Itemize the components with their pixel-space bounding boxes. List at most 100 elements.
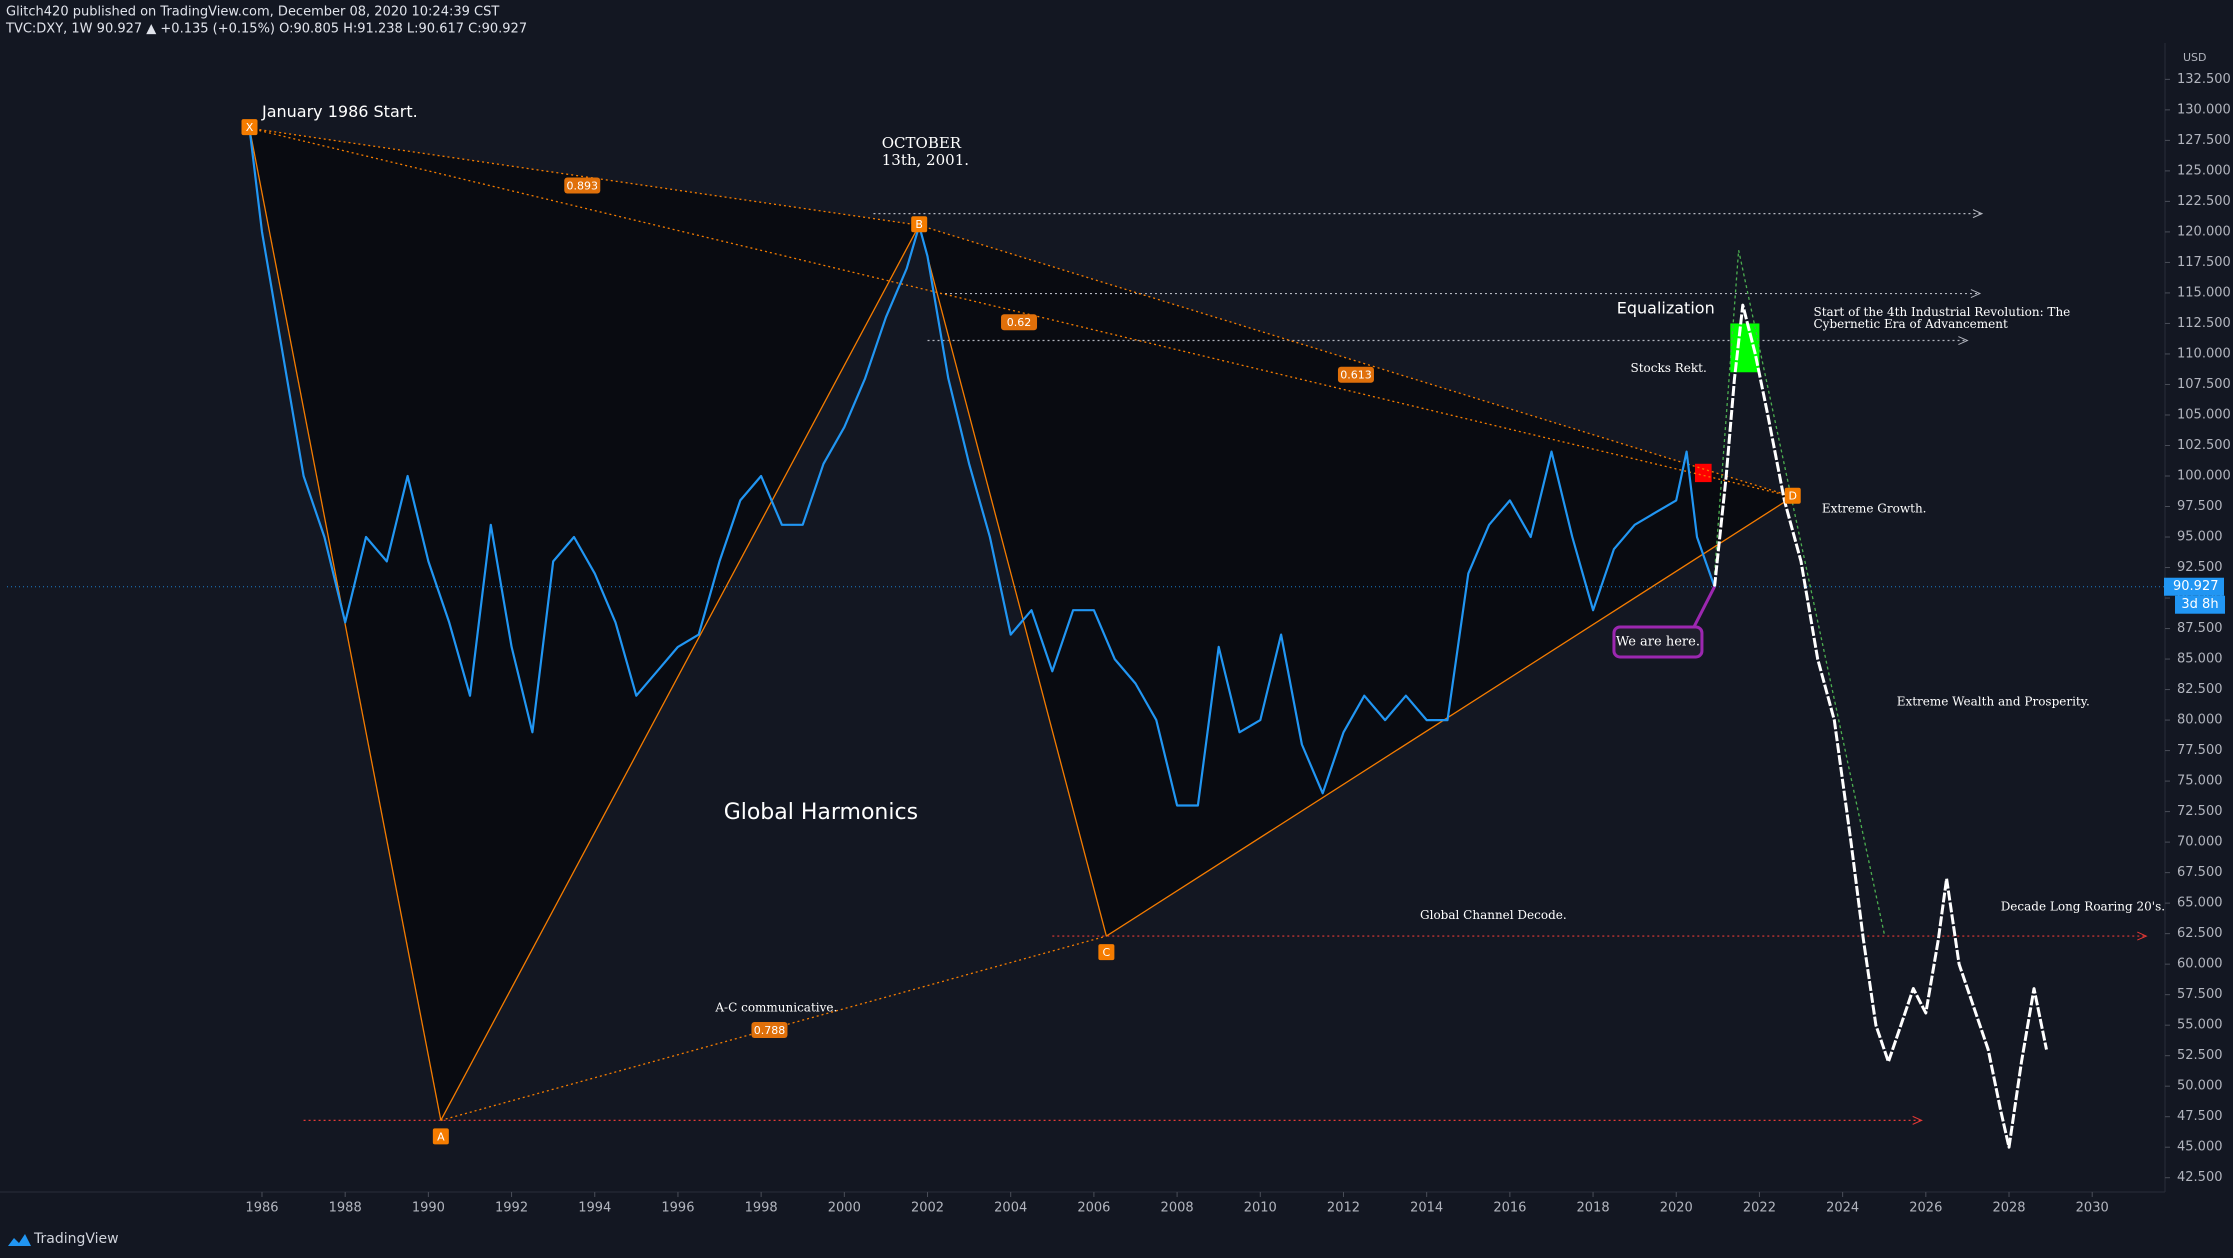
- y-tick-label: 110.000: [2177, 346, 2231, 361]
- annotation: Extreme Growth.: [1822, 501, 1927, 515]
- pattern-leg: [440, 224, 920, 1121]
- callout-label: We are here.: [1616, 634, 1700, 649]
- y-tick-label: 132.500: [2177, 72, 2231, 87]
- x-tick-label: 1990: [412, 1201, 445, 1216]
- y-tick-label: 60.000: [2177, 957, 2223, 972]
- ratio-label: 0.788: [754, 1024, 786, 1037]
- pattern-point: [432, 1128, 449, 1145]
- pattern-point: [241, 119, 258, 136]
- pattern-leg: [1106, 496, 1794, 937]
- annotation: January 1986 Start.: [261, 102, 418, 121]
- pattern-point-label: A: [437, 1130, 445, 1143]
- y-tick-label: 85.000: [2177, 652, 2223, 667]
- annotation: 13th, 2001.: [882, 151, 969, 169]
- x-tick-label: 2018: [1577, 1201, 1610, 1216]
- chart-title: Global Harmonics: [724, 800, 918, 825]
- callout-pointer: [1692, 586, 1716, 628]
- pattern-point-label: D: [1788, 490, 1796, 503]
- x-tick-label: 1986: [245, 1201, 278, 1216]
- y-tick-label: 97.500: [2177, 499, 2223, 514]
- callout-box: [1612, 625, 1704, 659]
- y-tick-label: 45.000: [2177, 1140, 2223, 1155]
- pattern-point-label: C: [1103, 946, 1111, 959]
- guide: [1713, 250, 1885, 934]
- y-tick-label: 55.000: [2177, 1018, 2223, 1033]
- annotation: Stocks Rekt.: [1630, 361, 1706, 375]
- annotation: OCTOBER: [882, 134, 962, 152]
- level-arrow: [1958, 336, 1969, 345]
- ratio-box: [751, 1022, 788, 1039]
- y-tick-label: 82.500: [2177, 682, 2223, 697]
- y-tick-label: 107.500: [2177, 377, 2231, 392]
- x-tick-label: 1992: [495, 1201, 528, 1216]
- zone: [1694, 463, 1712, 483]
- ratio-label: 0.62: [1007, 316, 1032, 329]
- level-arrow: [1912, 1115, 1923, 1125]
- x-tick-label: 2002: [911, 1201, 944, 1216]
- y-tick-label: 70.000: [2177, 835, 2223, 850]
- y-tick-label: 112.500: [2177, 316, 2231, 331]
- ratio-box: [1001, 314, 1038, 331]
- footer-brand: TradingView: [33, 1231, 119, 1247]
- annotation: Global Channel Decode.: [1420, 908, 1567, 922]
- y-tick-label: 72.500: [2177, 804, 2223, 819]
- x-tick-label: 2006: [1077, 1201, 1110, 1216]
- y-tick-label: 50.000: [2177, 1079, 2223, 1094]
- y-tick-label: 42.500: [2177, 1170, 2223, 1185]
- x-tick-label: 1994: [578, 1201, 611, 1216]
- y-tick-label: 95.000: [2177, 530, 2223, 545]
- last-price-box: [2164, 577, 2224, 596]
- pattern-point: [1098, 944, 1115, 961]
- y-tick-label: 130.000: [2177, 102, 2231, 117]
- pattern-point: [911, 216, 928, 233]
- last-price-label: 90.927: [2173, 579, 2219, 594]
- y-tick-label: 67.500: [2177, 865, 2223, 880]
- x-tick-label: 2012: [1327, 1201, 1360, 1216]
- y-tick-label: 52.500: [2177, 1048, 2223, 1063]
- logo: [8, 1234, 31, 1246]
- ratio-box: [1337, 366, 1374, 383]
- currency-label: USD: [2183, 51, 2207, 64]
- ratio-label: 0.613: [1340, 369, 1372, 382]
- y-tick-label: 115.000: [2177, 285, 2231, 300]
- ratio-box: [564, 177, 601, 194]
- x-tick-label: 2008: [1161, 1201, 1194, 1216]
- pattern-point-label: X: [246, 121, 254, 134]
- y-tick-label: 100.000: [2177, 468, 2231, 483]
- x-tick-label: 2028: [1992, 1201, 2025, 1216]
- y-tick-label: 102.500: [2177, 438, 2231, 453]
- y-tick-label: 62.500: [2177, 926, 2223, 941]
- x-tick-label: 2016: [1493, 1201, 1526, 1216]
- y-tick-label: 105.000: [2177, 407, 2231, 422]
- series-line: [248, 128, 1716, 807]
- level-arrow: [2137, 931, 2148, 941]
- x-tick-label: 2010: [1244, 1201, 1277, 1216]
- x-tick-label: 1998: [745, 1201, 778, 1216]
- y-tick-label: 127.500: [2177, 133, 2231, 148]
- pattern-fill: [249, 128, 920, 1121]
- symbol-info: TVC:DXY, 1W 90.927 ▲ +0.135 (+0.15%) O:9…: [5, 22, 527, 37]
- pattern-fill: [919, 225, 1793, 937]
- y-tick-label: 75.000: [2177, 774, 2223, 789]
- x-tick-label: 2024: [1826, 1201, 1859, 1216]
- x-tick-label: 1996: [661, 1201, 694, 1216]
- y-tick-label: 117.500: [2177, 255, 2231, 270]
- annotation: Equalization: [1617, 298, 1715, 317]
- pattern-leg: [248, 128, 442, 1121]
- x-tick-label: 2014: [1410, 1201, 1443, 1216]
- annotation: Start of the 4th Industrial Revolution: …: [1814, 305, 2071, 319]
- y-tick-label: 47.500: [2177, 1109, 2223, 1124]
- y-tick-label: 120.000: [2177, 224, 2231, 239]
- ratio-label: 0.893: [567, 180, 599, 193]
- x-tick-label: 2030: [2076, 1201, 2109, 1216]
- annotation: Decade Long Roaring 20's.: [2001, 899, 2165, 913]
- y-tick-label: 87.500: [2177, 621, 2223, 636]
- series-line: [1713, 303, 2048, 1149]
- publisher: Glitch420 published on TradingView.com, …: [6, 5, 499, 20]
- countdown-label: 3d 8h: [2181, 597, 2218, 612]
- pattern-point-label: B: [915, 218, 923, 231]
- y-tick-label: 125.000: [2177, 163, 2231, 178]
- y-tick-label: 65.000: [2177, 896, 2223, 911]
- level-arrow: [1972, 209, 1984, 219]
